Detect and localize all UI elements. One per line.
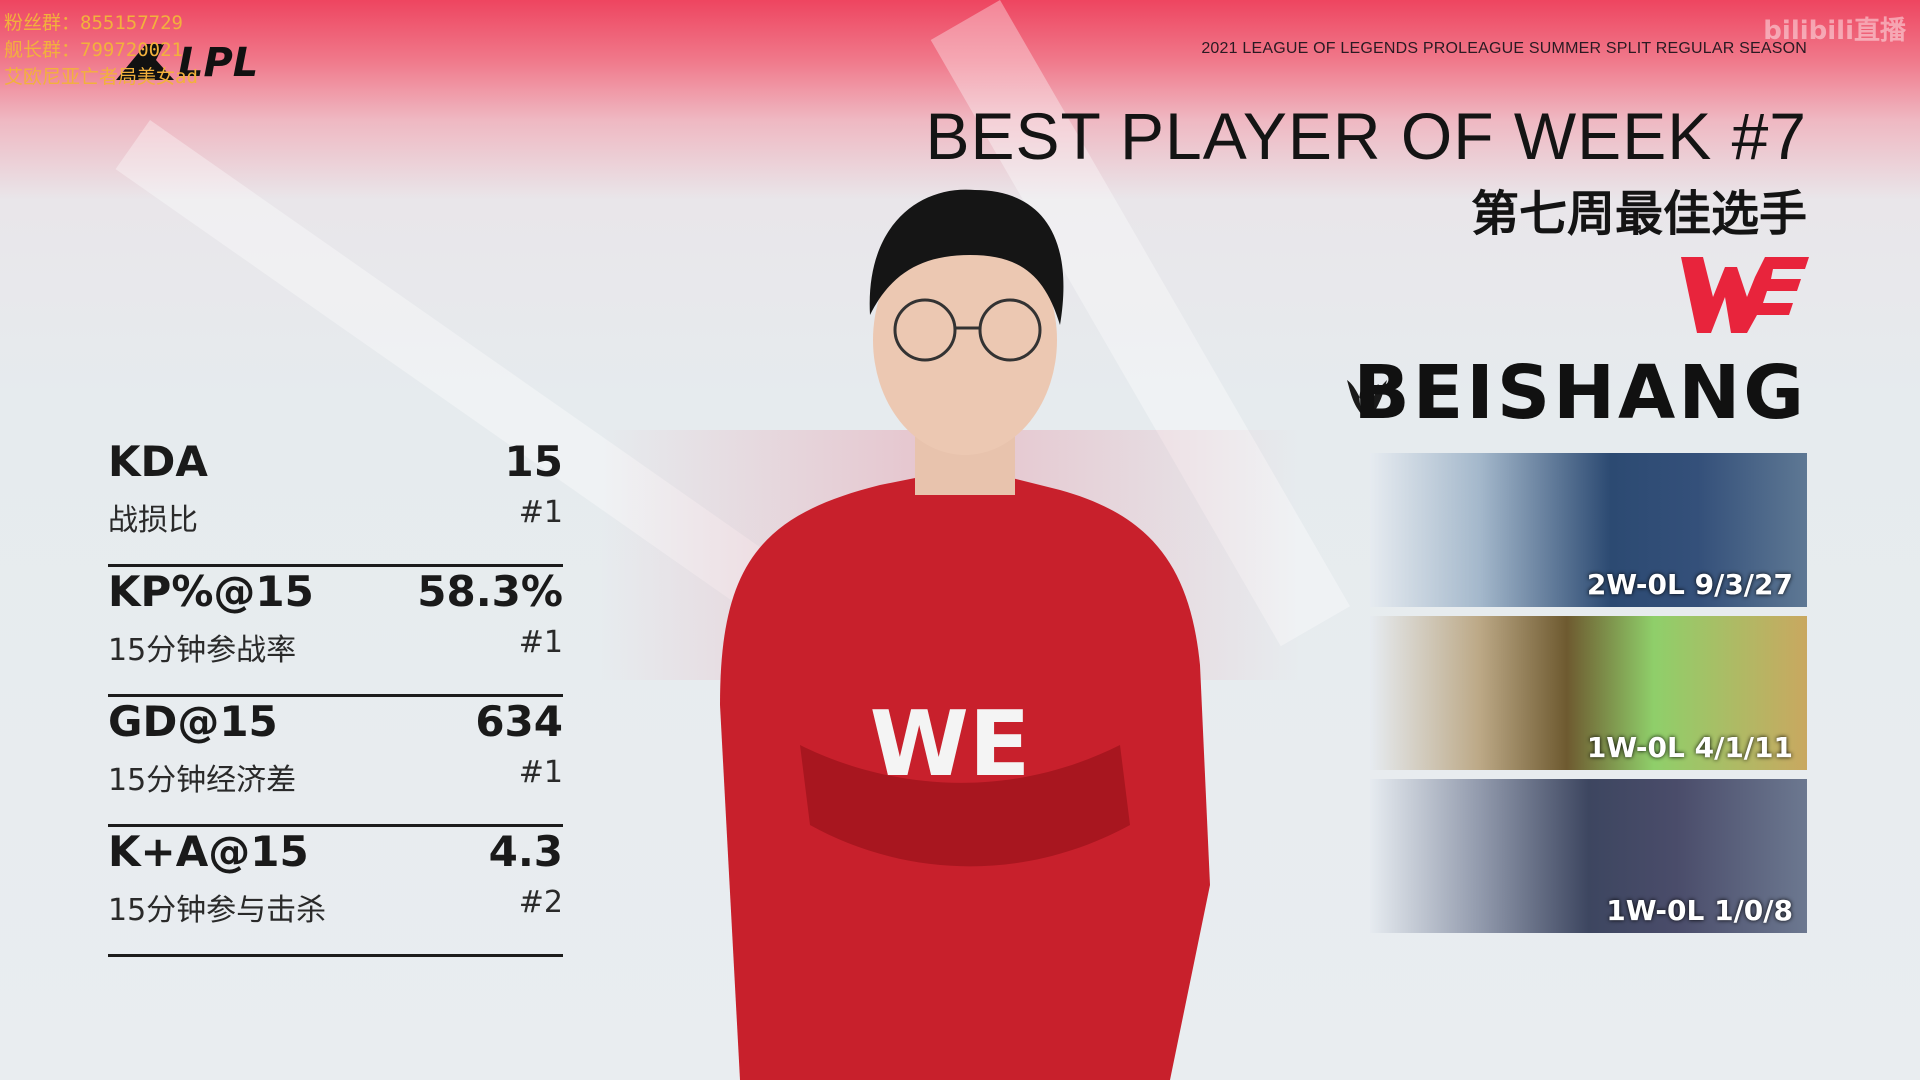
stat-sublabel: 15分钟参与击杀	[108, 893, 327, 928]
stat-gd: GD@15 634 15分钟经济差 #1	[108, 697, 563, 827]
player-photo: WE	[720, 189, 1210, 1080]
svg-text:LPL: LPL	[178, 40, 258, 82]
stat-label: KDA	[108, 437, 208, 486]
stat-kp: KP%@15 58.3% 15分钟参战率 #1	[108, 567, 563, 697]
stat-kda: KDA 15 战损比 #1	[108, 437, 563, 567]
champion-card: 1W-0L 4/1/11	[1370, 616, 1807, 770]
champion-record: 2W-0L 9/3/27	[1586, 568, 1793, 601]
season-label: 2021 LEAGUE OF LEGENDS PROLEAGUE SUMMER …	[1201, 40, 1807, 57]
stream-overlay: 粉丝群：855157729 舰长群：799720021 艾欧尼亚亡者局美女ad	[4, 10, 198, 91]
stat-rank: #1	[518, 625, 563, 660]
stat-label: KP%@15	[108, 567, 314, 616]
champion-record: 1W-0L 1/0/8	[1606, 894, 1793, 927]
stat-label: GD@15	[108, 697, 278, 746]
overlay-line: 舰长群：799720021	[4, 39, 183, 61]
watermark: bilibili直播	[1763, 16, 1906, 46]
stat-rank: #1	[518, 495, 563, 530]
stat-value: 15	[504, 437, 563, 486]
lpl-logo: LPL	[116, 40, 258, 82]
stat-sublabel: 15分钟参战率	[108, 633, 297, 668]
page-title: BEST PLAYER OF WEEK #7	[925, 99, 1807, 173]
stat-value: 4.3	[488, 827, 563, 876]
stat-label: K+A@15	[108, 827, 309, 876]
stat-value: 58.3%	[417, 567, 563, 616]
stat-sublabel: 战损比	[108, 503, 198, 538]
stat-ka: K+A@15 4.3 15分钟参与击杀 #2	[108, 827, 563, 957]
overlay-line: 粉丝群：855157729	[4, 12, 183, 34]
champion-card: 2W-0L 9/3/27	[1370, 453, 1807, 607]
we-team-logo	[1681, 257, 1809, 333]
overlay-line: 艾欧尼亚亡者局美女ad	[4, 66, 198, 88]
player-name: BEISHANG	[1353, 350, 1807, 436]
champion-record: 1W-0L 4/1/11	[1586, 731, 1793, 764]
champion-card: 1W-0L 1/0/8	[1370, 779, 1807, 933]
page-subtitle: 第七周最佳选手	[1470, 186, 1807, 242]
stat-value: 634	[475, 697, 563, 746]
svg-text:WE: WE	[870, 692, 1031, 797]
stat-rank: #2	[518, 885, 563, 920]
stat-sublabel: 15分钟经济差	[108, 763, 297, 798]
stat-rank: #1	[518, 755, 563, 790]
jungle-icon	[1347, 374, 1387, 418]
